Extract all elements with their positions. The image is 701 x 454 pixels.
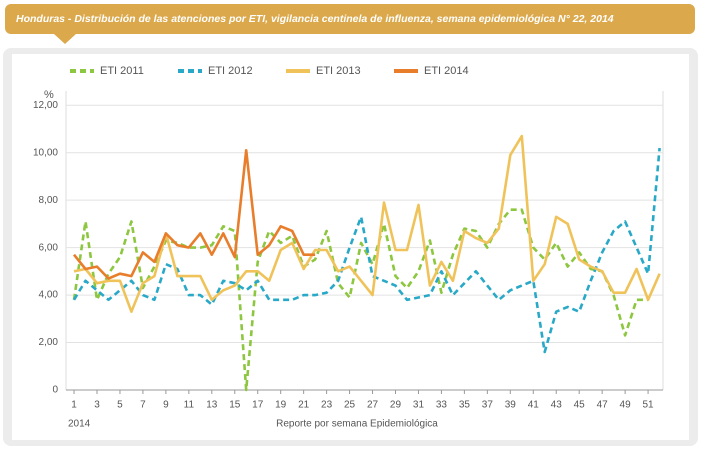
y-tick-label: 0: [52, 385, 58, 396]
x-tick-label: 3: [94, 400, 100, 411]
x-tick-label: 7: [140, 400, 146, 411]
x-tick-label: 5: [117, 400, 123, 411]
x-tick-label: 41: [528, 400, 540, 411]
x-tick-label: 1: [71, 400, 77, 411]
x-tick-label: 21: [298, 400, 310, 411]
legend-label: ETI 2013: [316, 65, 361, 77]
x-tick-label: 23: [321, 400, 333, 411]
x-tick-label: 33: [436, 400, 448, 411]
y-tick-label: 2,00: [39, 337, 59, 348]
x-tick-label: 49: [620, 400, 632, 411]
y-tick-label: 4,00: [39, 290, 59, 301]
x-tick-label: 19: [275, 400, 287, 411]
y-tick-label: 8,00: [39, 195, 59, 206]
y-tick-label: 10,00: [33, 147, 58, 158]
x-tick-label: 43: [551, 400, 563, 411]
x-tick-label: 31: [413, 400, 425, 411]
header-banner: [5, 4, 695, 34]
chart-title: Honduras - Distribución de las atencione…: [16, 13, 614, 25]
x-tick-label: 25: [344, 400, 356, 411]
x-tick-label: 45: [574, 400, 586, 411]
x-axis-label: Reporte por semana Epidemiológica: [276, 419, 438, 430]
x-tick-label: 9: [163, 400, 169, 411]
legend-label: ETI 2011: [100, 65, 144, 77]
legend-label: ETI 2014: [424, 65, 469, 77]
x-tick-label: 35: [459, 400, 471, 411]
x-tick-label: 11: [184, 400, 195, 411]
y-tick-label: 6,00: [39, 242, 59, 253]
legend-label: ETI 2012: [208, 65, 253, 77]
series-line: [72, 149, 316, 280]
x-tick-label: 27: [367, 400, 379, 411]
x-tick-label: 29: [390, 400, 402, 411]
x-note: 2014: [68, 419, 91, 430]
x-tick-label: 51: [643, 400, 655, 411]
plot-background: [12, 54, 689, 440]
x-tick-label: 17: [252, 400, 264, 411]
x-tick-label: 15: [229, 400, 241, 411]
x-tick-label: 39: [505, 400, 517, 411]
y-axis-label: %: [44, 89, 54, 101]
x-tick-label: 37: [482, 400, 494, 411]
x-tick-label: 13: [206, 400, 218, 411]
y-tick-label: 12,00: [33, 100, 58, 111]
series-line: [72, 208, 649, 392]
x-tick-label: 47: [597, 400, 609, 411]
series-line: [73, 134, 661, 313]
header-pointer: [54, 34, 76, 44]
